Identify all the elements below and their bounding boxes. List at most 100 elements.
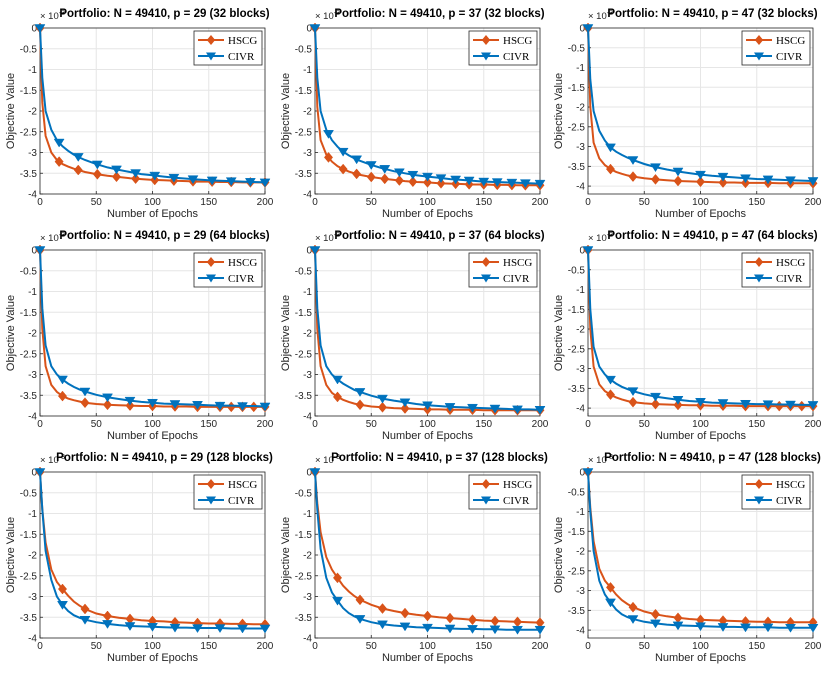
chart-2-civr-marker-0 — [582, 24, 594, 33]
chart-8-ytick-label-4: -2 — [576, 547, 585, 558]
chart-5-civr-marker-9 — [785, 400, 796, 410]
chart-5-civr-marker-8 — [762, 400, 774, 410]
chart-0-legend-hscg-label: HSCG — [228, 35, 257, 47]
chart-0-legend-box — [193, 30, 263, 66]
chart-5-legend: HSCG CIVR — [741, 252, 811, 288]
chart-1-hscg-marker-6 — [394, 175, 404, 186]
chart-7-xtick-label-4: 200 — [532, 641, 549, 652]
chart-0-civr-marker-0 — [34, 24, 46, 33]
chart-8-civr-marker-0 — [582, 468, 594, 477]
chart-2-hscg-marker-5 — [695, 176, 706, 188]
chart-5-legend-civr-label: CIVR — [776, 273, 803, 285]
chart-7-legend-box — [468, 474, 538, 510]
chart-2-ytick-label-3: -1.5 — [568, 83, 586, 94]
chart-7-hscg-marker-6 — [445, 612, 455, 624]
chart-2-xtick-label-0: 0 — [585, 197, 591, 208]
chart-5-xlabel: Number of Epochs — [655, 430, 747, 442]
chart-1-hscg-marker-8 — [422, 176, 433, 188]
chart-4-ytick-label-5: -2.5 — [295, 349, 313, 360]
chart-6-civr-marker-4 — [124, 622, 136, 631]
chart-5-ylabel: Objective Value — [553, 295, 565, 371]
chart-1-ytick-label-7: -3.5 — [295, 169, 313, 180]
chart-4-hscg-marker-2 — [355, 399, 365, 411]
chart-8-civr-marker-4 — [672, 621, 684, 631]
chart-0-civr-marker-3 — [91, 160, 103, 170]
chart-4-legend-hscg-marker — [481, 257, 491, 267]
chart-4-ytick-label-6: -3 — [303, 370, 312, 381]
chart-6-multiplier-exp: -3 — [59, 454, 65, 461]
chart-8-civr-marker-5 — [695, 622, 706, 632]
chart-2-civr-marker-9 — [785, 176, 796, 186]
chart-0-civr-marker-2 — [72, 153, 84, 162]
chart-3-civr-marker-9 — [237, 402, 248, 412]
chart-3-hscg-marker-2 — [80, 397, 90, 409]
chart-0-ytick-label-5: -2.5 — [20, 127, 38, 138]
chart-3-legend: HSCG CIVR — [193, 252, 263, 288]
chart-8-ytick-label-1: -0.5 — [568, 487, 586, 498]
chart-4-civr-marker-3 — [377, 394, 388, 404]
chart-3-civr-marker-2 — [79, 387, 91, 397]
chart-2-ytick-label-0: 0 — [579, 24, 585, 35]
chart-6-xlabel: Number of Epochs — [107, 652, 199, 664]
chart-0-ytick-label-3: -1.5 — [20, 86, 38, 97]
chart-1-legend-box — [468, 30, 538, 66]
chart-2-hscg-marker-2 — [628, 171, 638, 182]
chart-4-panel: 0 50 100 150 200 0 -0.5 -1 -1.5 -2 -2.5 -3 -3.5 -4 Num… — [280, 230, 549, 442]
chart-4-xlabel: Number of Epochs — [382, 430, 474, 442]
chart-2-multiplier-exp: -3 — [607, 10, 613, 17]
chart-1-civr-marker-9 — [435, 174, 447, 184]
chart-8-ytick-label-8: -4 — [576, 626, 585, 637]
chart-1-xtick-label-4: 200 — [532, 197, 549, 208]
chart-2-xtick-label-4: 200 — [805, 197, 822, 208]
chart-2-ytick-label-8: -4 — [576, 182, 585, 193]
chart-8-civr-marker-6 — [717, 623, 729, 632]
chart-1-civr-marker-13 — [491, 178, 503, 188]
chart-8-ytick-label-3: -1.5 — [568, 527, 586, 538]
chart-7-ytick-label-0: 0 — [306, 468, 312, 479]
chart-5-civr-marker-4 — [672, 396, 684, 405]
chart-8-xlabel: Number of Epochs — [655, 652, 747, 664]
chart-4-legend: HSCG CIVR — [468, 252, 538, 288]
chart-4-hscg-marker-4 — [400, 403, 410, 414]
chart-3-ylabel: Objective Value — [5, 295, 17, 371]
chart-4-ytick-label-4: -2 — [303, 329, 312, 340]
chart-3-legend-hscg-label: HSCG — [228, 257, 257, 269]
chart-7-ytick-label-5: -2.5 — [295, 571, 313, 582]
chart-4-ytick-label-2: -1 — [303, 287, 312, 298]
chart-3-legend-hscg-marker — [206, 257, 216, 267]
chart-2-xlabel: Number of Epochs — [655, 208, 747, 220]
chart-0-ytick-label-6: -3 — [28, 148, 37, 159]
chart-7-xtick-label-3: 150 — [475, 641, 492, 652]
chart-3-ytick-label-5: -2.5 — [20, 349, 38, 360]
chart-6-civr-marker-10 — [259, 624, 271, 634]
chart-5-legend-civr-marker — [754, 274, 764, 283]
chart-0-civr-marker-1 — [53, 138, 65, 148]
chart-1-ytick-label-5: -2.5 — [295, 127, 313, 138]
chart-7-xtick-label-1: 50 — [366, 641, 378, 652]
chart-2-ytick-label-4: -2 — [576, 103, 585, 114]
chart-6-title: Portfolio: N = 49410, p = 29 (128 blocks… — [56, 452, 273, 464]
chart-7-civr-marker-6 — [444, 624, 456, 634]
chart-3-ytick-label-0: 0 — [31, 246, 37, 257]
chart-6-ytick-label-3: -1.5 — [20, 530, 38, 541]
chart-3-ytick-label-4: -2 — [28, 329, 37, 340]
chart-7-hscg-marker-7 — [467, 614, 478, 626]
chart-3-hscg-marker-1 — [57, 390, 68, 402]
chart-0-ytick-label-7: -3.5 — [20, 169, 38, 180]
chart-3-xtick-label-2: 100 — [144, 419, 161, 430]
chart-6-ytick-label-4: -2 — [28, 551, 37, 562]
chart-3-civr-marker-4 — [124, 396, 136, 406]
chart-6-hscg-marker-2 — [80, 603, 90, 615]
chart-1-legend-civr-marker — [481, 52, 491, 61]
chart-7-civr-marker-4 — [399, 622, 411, 632]
chart-5-title: Portfolio: N = 49410, p = 47 (64 blocks) — [607, 230, 817, 242]
chart-1-civr-marker-8 — [422, 172, 433, 182]
chart-3-xtick-label-0: 0 — [37, 419, 43, 430]
chart-1-civr-marker-2 — [337, 147, 349, 157]
chart-1-civr-marker-4 — [365, 161, 377, 170]
chart-2-xtick-label-3: 150 — [748, 197, 765, 208]
chart-1-legend-civr-label: CIVR — [503, 51, 530, 63]
chart-3-civr-marker-1 — [57, 375, 68, 385]
chart-0-civr-marker-9 — [206, 176, 218, 186]
chart-5-hscg-marker-4 — [673, 399, 683, 411]
